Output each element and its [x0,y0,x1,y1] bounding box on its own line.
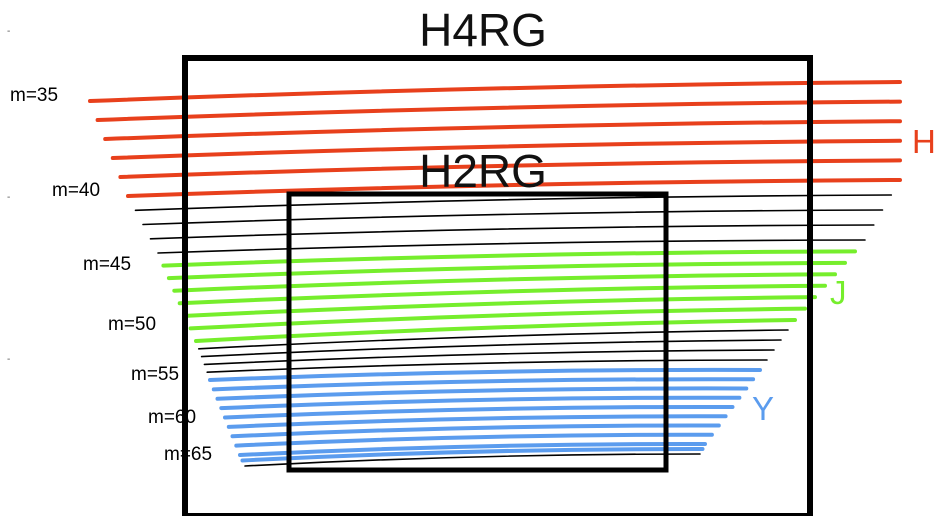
order-trace-m53 [200,339,782,358]
order-trace-m61 [226,414,728,429]
band-label-j: J [830,274,847,311]
order-trace-m63 [234,432,714,448]
order-trace-m60 [223,404,735,420]
h2rg-detector-outline [286,191,669,473]
order-label-50: m=50 [108,314,156,335]
h4rg-label: H4RG [419,4,547,56]
order-label-45: m=45 [83,254,131,275]
h4rg-detector-outline [182,55,813,516]
order-trace-m64 [238,441,707,457]
order-trace-m62 [230,423,721,439]
order-trace-m65 [240,446,705,463]
band-label-h: H [912,123,936,160]
order-trace-m51 [194,318,797,343]
order-trace-m45 [161,249,857,268]
order-label-60: m=60 [148,407,196,428]
order-label-40: m=40 [52,180,100,201]
order-trace-m48 [177,283,827,306]
order-trace-m54 [203,349,775,366]
side-tick: - [7,192,10,203]
order-trace-m38 [110,138,902,160]
order-trace-m42 [142,209,884,226]
order-trace-m40 [126,178,902,198]
order-trace-m46 [166,260,847,281]
order-trace-m44 [157,239,866,254]
order-trace-m43 [149,224,875,240]
order-trace-m56 [208,367,762,382]
order-trace-m66 [244,453,701,467]
order-trace-m47 [172,272,837,293]
order-label-35: m=35 [10,85,58,106]
order-trace-m49 [183,295,817,318]
h2rg-label: H2RG [419,145,547,197]
order-trace-m52 [198,329,789,350]
echelle-orders [88,80,902,467]
order-trace-m35 [88,80,902,103]
side-tick: - [7,354,10,365]
order-label-65: m=65 [164,444,212,465]
band-label-y: Y [752,390,774,427]
order-trace-m36 [95,99,902,122]
order-label-55: m=55 [131,364,179,385]
order-trace-m39 [118,158,902,179]
order-trace-m37 [103,119,902,141]
order-trace-m55 [206,359,768,373]
order-trace-m41 [134,194,893,212]
order-trace-m50 [188,306,807,331]
side-tick: - [7,26,10,37]
